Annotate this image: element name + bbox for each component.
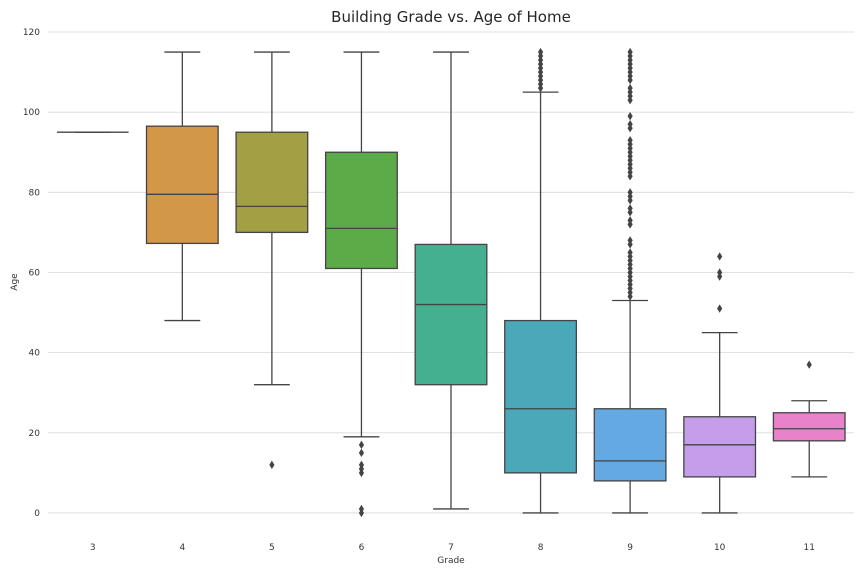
box-group-grade-8 [504, 47, 578, 514]
outlier-point [358, 460, 365, 470]
outlier-point [358, 448, 365, 458]
outlier-point [627, 136, 633, 145]
outlier-point [806, 360, 812, 369]
iqr-box [235, 131, 309, 234]
outlier-point [627, 111, 633, 121]
y-tick-label: 80 [29, 188, 41, 198]
x-axis-title: Grade [437, 556, 465, 566]
y-tick-labels: 0 20 40 60 80 100 120 [23, 28, 40, 519]
outlier-point [717, 304, 723, 313]
iqr-box [593, 408, 667, 482]
y-tick-label: 100 [23, 108, 40, 118]
iqr-box [683, 416, 757, 478]
outlier-point [627, 188, 633, 197]
outlier-point [627, 83, 633, 93]
chart-title: Building Grade vs. Age of Home [331, 8, 571, 26]
x-tick-label: 9 [627, 543, 633, 553]
x-tick-labels: 3 4 5 6 7 8 9 10 11 [90, 543, 815, 553]
y-axis-title: Age [10, 273, 20, 291]
outlier-point [358, 504, 365, 514]
outlier-point [627, 204, 633, 213]
box-group-grade-6 [324, 51, 398, 518]
iqr-box [145, 125, 219, 245]
outlier-point [358, 440, 365, 450]
y-tick-label: 120 [23, 28, 40, 38]
outlier-point [269, 460, 275, 470]
outlier-point [717, 268, 723, 277]
box-group-grade-4 [145, 51, 219, 322]
iqr-box [414, 243, 488, 386]
y-tick-label: 20 [29, 429, 41, 439]
iqr-box [772, 412, 846, 442]
box-group-grade-9 [593, 47, 667, 514]
y-tick-label: 0 [34, 509, 40, 519]
x-tick-label: 5 [269, 543, 275, 553]
x-tick-label: 8 [538, 543, 544, 553]
outlier-point [537, 47, 544, 57]
iqr-box [324, 151, 398, 270]
x-tick-label: 6 [359, 543, 365, 553]
iqr-box [504, 319, 578, 474]
y-tick-label: 60 [29, 268, 41, 278]
outlier-point [627, 216, 633, 225]
y-tick-label: 40 [29, 349, 41, 359]
x-tick-label: 3 [90, 543, 96, 553]
x-tick-label: 10 [714, 543, 726, 553]
box-group-grade-11 [772, 360, 846, 478]
x-tick-label: 7 [448, 543, 454, 553]
outlier-point [627, 236, 633, 245]
box-group-grade-5 [235, 51, 309, 470]
outlier-point [627, 47, 633, 57]
boxes [56, 47, 846, 518]
box-group-grade-7 [414, 51, 488, 510]
box-group-grade-10 [683, 252, 757, 514]
x-tick-label: 4 [179, 543, 185, 553]
outlier-point [627, 248, 633, 257]
outlier-point [717, 252, 723, 261]
x-tick-label: 11 [803, 543, 814, 553]
outlier-point [627, 119, 633, 129]
